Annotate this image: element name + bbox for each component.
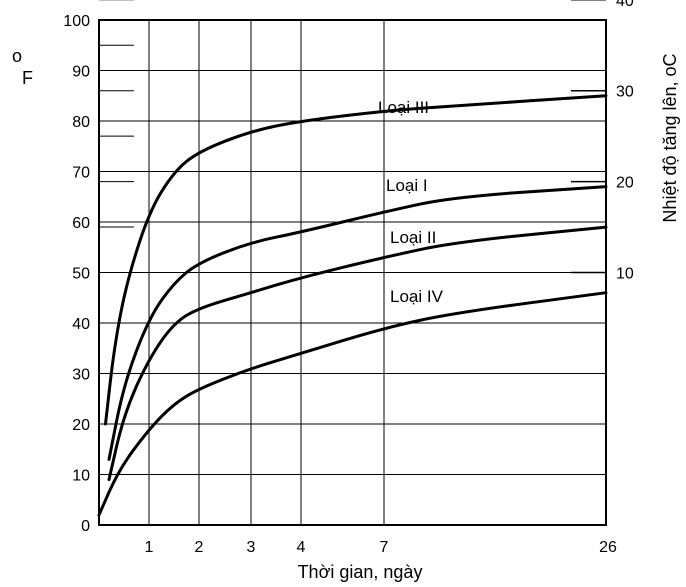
x-axis-label: Thời gian, ngày [298, 562, 423, 582]
series-label: Loại II [390, 228, 436, 247]
x-tick-label: 7 [380, 539, 389, 556]
series-line-4 [97, 291, 608, 517]
x-tick-label: 3 [247, 539, 256, 556]
x-tick-label: 26 [599, 539, 617, 556]
tick-labels: 010203040506070809010012347261020304050L… [63, 0, 634, 556]
y-left-tick-label: 90 [72, 64, 90, 81]
series-line-2 [107, 185, 608, 461]
y-left-tick-label: 20 [72, 417, 90, 434]
x-tick-label: 2 [195, 539, 204, 556]
y-left-label-o: o [12, 46, 22, 66]
y-left-tick-label: 100 [63, 13, 90, 30]
y-left-tick-label: 80 [72, 114, 90, 131]
y-left-tick-label: 60 [72, 215, 90, 232]
y-left-tick-label: 40 [72, 316, 90, 333]
series-label: Loại III [378, 98, 429, 117]
y-right-axis-label: Nhiệt độ tăng lên, oC [660, 53, 680, 222]
y-left-tick-label: 50 [72, 266, 90, 283]
y-left-label-F: F [22, 68, 33, 88]
series-line-1 [104, 94, 608, 426]
series-label: Loại IV [390, 287, 444, 306]
x-tick-label: 1 [145, 539, 154, 556]
x-tick-label: 4 [297, 539, 306, 556]
series-line-3 [107, 225, 608, 482]
y-left-tick-label: 70 [72, 165, 90, 182]
y-right-tick-label: 30 [616, 84, 634, 101]
right-axis-ticks [99, 0, 606, 274]
grid [98, 19, 607, 526]
series-lines [97, 94, 608, 517]
y-left-tick-label: 30 [72, 367, 90, 384]
y-left-tick-label: 0 [81, 518, 90, 535]
series-label: Loại I [386, 176, 428, 195]
y-right-tick-label: 20 [616, 175, 634, 192]
y-right-tick-label: 40 [616, 0, 634, 10]
y-left-tick-label: 10 [72, 468, 90, 485]
y-right-tick-label: 10 [616, 266, 634, 283]
